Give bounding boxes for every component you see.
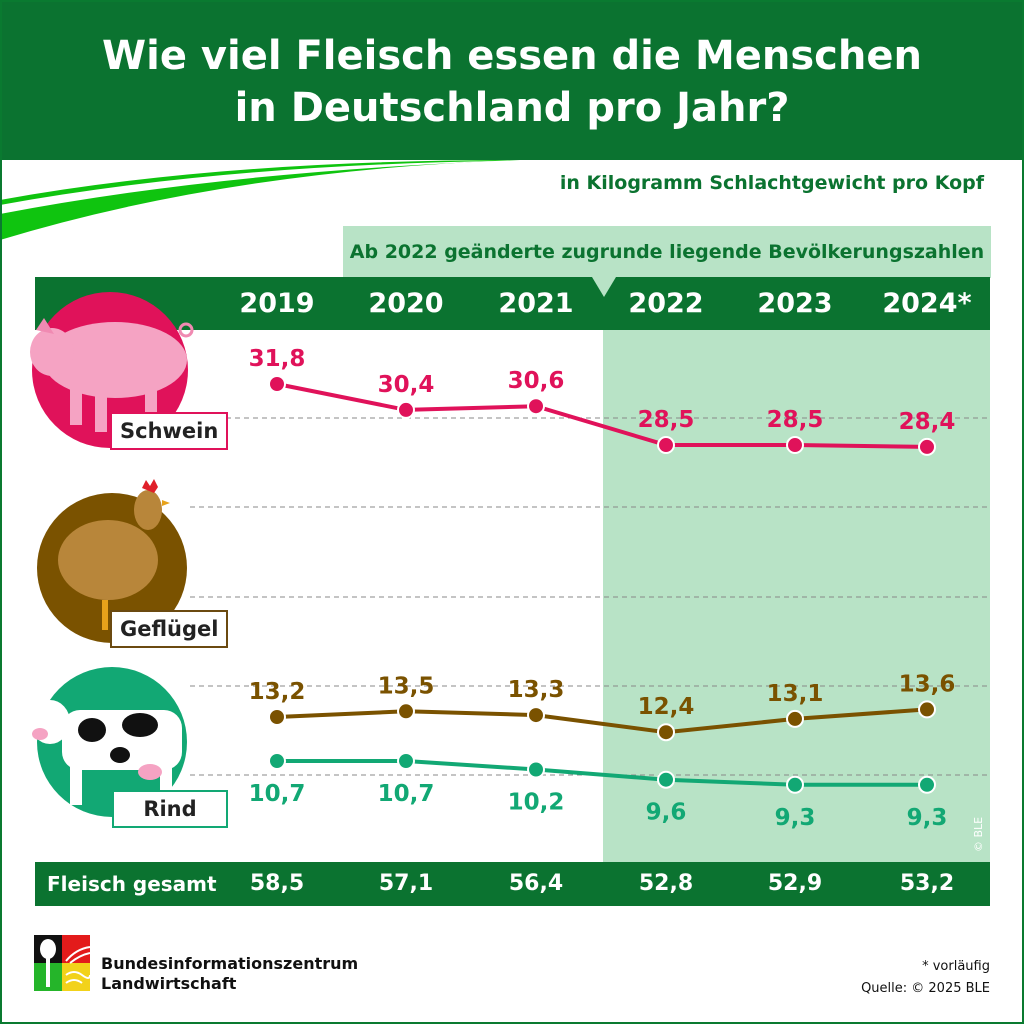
total-value: 56,4	[508, 871, 564, 896]
year-label: 2024*	[882, 288, 972, 319]
source: Quelle: © 2025 BLE	[861, 981, 990, 996]
data-label: 10,7	[249, 781, 306, 807]
series-line	[277, 759, 927, 787]
series-line	[276, 707, 928, 735]
subtitle: in Kilogramm Schlachtgewicht pro Kopf	[559, 172, 984, 194]
title-line-2: in Deutschland pro Jahr?	[234, 85, 790, 131]
data-label: 9,3	[775, 805, 816, 831]
page-title: Wie viel Fleisch essen die Menschen in D…	[0, 30, 1024, 134]
data-label: 9,6	[646, 800, 687, 826]
title-line-1: Wie viel Fleisch essen die Menschen	[102, 33, 922, 79]
data-point	[268, 752, 286, 770]
data-point	[527, 706, 545, 725]
year-label: 2019	[239, 288, 315, 319]
data-point	[918, 775, 936, 794]
data-point	[657, 770, 675, 789]
data-label: 28,4	[899, 409, 956, 435]
label-gefluegel: Geflügel	[110, 610, 229, 648]
data-label: 10,2	[508, 790, 565, 816]
total-value: 52,8	[638, 871, 694, 896]
total-row: Fleisch gesamt 58,5 57,1 56,4 52,8 52,9 53,2	[35, 862, 990, 906]
data-point	[268, 708, 286, 726]
note-pointer	[592, 277, 616, 297]
footnote: * vorläufig	[922, 959, 990, 974]
data-label: 28,5	[767, 407, 824, 433]
total-value: 58,5	[249, 871, 305, 896]
data-point	[918, 700, 936, 719]
footer-notes: * vorläufig Quelle: © 2025 BLE	[861, 956, 990, 1000]
data-label: 12,4	[638, 694, 695, 720]
data-label: 13,3	[508, 677, 565, 703]
total-value: 52,9	[767, 871, 823, 896]
header-band	[0, 0, 1024, 160]
data-label: 30,4	[378, 372, 435, 398]
org-name-line-2: Landwirtschaft	[101, 974, 237, 993]
data-label: 9,3	[907, 805, 948, 831]
data-point	[657, 723, 675, 742]
label-rind: Rind	[112, 790, 228, 828]
org-name-line-1: Bundesinformationszentrum	[101, 954, 359, 973]
data-label: 28,5	[638, 407, 695, 433]
total-value: 57,1	[378, 871, 434, 896]
data-point	[918, 437, 936, 456]
data-label: 30,6	[508, 368, 565, 394]
label-schwein: Schwein	[110, 412, 229, 450]
year-header: 2019 2020 2021 2022 2023 2024*	[35, 277, 990, 330]
data-label: 31,8	[249, 346, 306, 372]
data-point	[786, 709, 804, 728]
data-point	[657, 436, 675, 455]
total-value: 53,2	[899, 871, 955, 896]
ble-logo-icon	[34, 935, 90, 991]
data-point	[527, 760, 545, 779]
data-point	[786, 436, 804, 455]
year-label: 2020	[368, 288, 444, 319]
data-point	[527, 397, 545, 416]
year-label: 2021	[498, 288, 574, 319]
population-note: Ab 2022 geänderte zugrunde liegende Bevö…	[343, 226, 991, 278]
data-label: 13,1	[767, 681, 824, 707]
total-label: Fleisch gesamt	[47, 872, 217, 896]
data-point	[786, 775, 804, 794]
data-label: 13,6	[899, 671, 956, 697]
data-point	[397, 752, 415, 770]
data-point	[268, 375, 286, 393]
data-label: 10,7	[378, 781, 435, 807]
series-line	[276, 382, 928, 449]
data-point	[397, 702, 415, 721]
org-name: Bundesinformationszentrum Landwirtschaft	[101, 954, 358, 994]
data-label: 13,5	[378, 673, 435, 699]
year-label: 2022	[628, 288, 704, 319]
data-point	[397, 400, 415, 419]
year-label: 2023	[757, 288, 833, 319]
data-label: 13,2	[249, 679, 306, 705]
